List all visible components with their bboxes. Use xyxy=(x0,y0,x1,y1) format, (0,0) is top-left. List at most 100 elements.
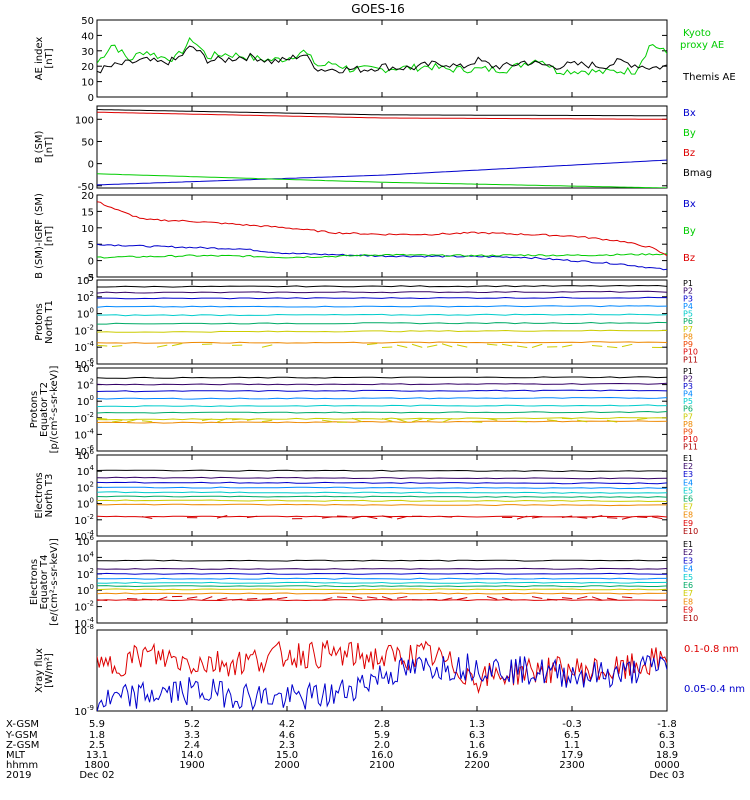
legend-entry: E2 xyxy=(683,548,693,557)
y-tick-label: 100 xyxy=(77,307,94,321)
y-tick-label: 106 xyxy=(77,448,95,462)
ephemeris-value: 1.8 xyxy=(89,730,105,741)
series-group xyxy=(97,284,667,349)
sparse-channel-segment xyxy=(261,419,273,423)
ephemeris-value: 2000 xyxy=(274,760,299,771)
legend-entry: P4 xyxy=(683,302,693,311)
y-tick-label: 10-4 xyxy=(74,529,94,543)
series-group xyxy=(97,640,667,711)
legend-entry: E6 xyxy=(683,581,693,590)
series-line-p8 xyxy=(97,341,667,344)
legend-entry: P7 xyxy=(683,412,693,421)
ephemeris-value: 5.9 xyxy=(89,719,105,730)
series-line-p3 xyxy=(97,296,667,300)
series-group xyxy=(97,37,667,76)
legend-entry: P6 xyxy=(683,405,693,414)
sparse-channel-segment xyxy=(216,597,228,601)
sparse-channel-segment xyxy=(351,595,363,599)
sparse-channel-segment xyxy=(381,515,393,519)
sparse-channel-segment xyxy=(201,596,213,601)
ephemeris-value: -0.3 xyxy=(562,719,582,730)
sparse-channel-segment xyxy=(546,419,558,422)
sparse-channel-segment xyxy=(141,516,153,520)
series-line-p1 xyxy=(97,376,667,379)
sparse-channel-segment xyxy=(606,597,618,601)
sparse-channel-segment xyxy=(576,419,588,423)
series-line-p4 xyxy=(97,396,667,400)
legend-entry: P4 xyxy=(683,390,693,399)
panel-frame xyxy=(96,194,668,278)
sparse-channel-segment xyxy=(576,516,588,519)
sparse-channel-segment xyxy=(97,599,108,601)
sparse-channel-segment xyxy=(396,596,408,599)
series-line-p6 xyxy=(97,410,667,414)
sparse-channel-segment xyxy=(606,517,618,519)
legend-entry: E5 xyxy=(683,486,693,495)
y-tick-label: 100 xyxy=(77,497,94,511)
y-axis-label: B (SM)[nT] xyxy=(34,130,55,163)
sparse-channel-segment xyxy=(366,342,378,346)
legend-entry: E3 xyxy=(683,470,693,479)
y-tick-label: 30 xyxy=(81,47,94,58)
legend-entry: E8 xyxy=(683,511,693,520)
sparse-channel-segment xyxy=(441,515,453,518)
y-tick-label: 10-2 xyxy=(74,513,94,527)
series-line-0-05-0-4-nm xyxy=(97,653,667,711)
ephemeris-value: 0.3 xyxy=(659,740,675,751)
y-tick-label: 102 xyxy=(77,567,94,581)
legend-entry: E9 xyxy=(683,519,693,528)
sparse-channel-segment xyxy=(516,345,528,349)
y-axis-label: AE index[nT] xyxy=(34,37,55,81)
y-tick-label: 10 xyxy=(81,78,94,89)
legend-entry: By xyxy=(683,128,696,139)
sparse-channel-segment xyxy=(561,515,573,519)
legend-entry: P5 xyxy=(683,397,693,406)
panel-frame xyxy=(96,19,668,98)
y-tick-label: 10-6 xyxy=(74,444,94,458)
sparse-channel-segment xyxy=(201,418,213,422)
ephemeris-value: 17.9 xyxy=(561,750,583,761)
ephemeris-value: 1800 xyxy=(84,760,109,771)
legend-entry: P6 xyxy=(683,317,693,326)
sparse-channel-segment xyxy=(97,417,108,420)
sparse-channel-segment xyxy=(276,596,288,600)
y-tick-label: 10 xyxy=(81,224,94,235)
series-line-bx xyxy=(97,159,667,186)
sparse-channel-segment xyxy=(411,418,423,423)
y-tick-label: 10-2 xyxy=(74,600,94,614)
sparse-channel-segment xyxy=(546,598,558,601)
y-tick-label: 5 xyxy=(88,240,94,251)
legend-entry: E10 xyxy=(683,614,698,623)
series-line-e4 xyxy=(97,486,667,490)
ephemeris-value: 1.1 xyxy=(564,740,580,751)
panel-3: -5 0 5 10 15 20 B (SM)-IGRF (SM)[nT] Bx By Bz xyxy=(34,191,696,284)
y-tick-label: 100 xyxy=(75,115,94,126)
sparse-channel-segment xyxy=(531,516,543,519)
series-line-by xyxy=(97,173,667,188)
series-line-kyoto-proxy-ae xyxy=(97,37,667,76)
y-tick-label: 10-2 xyxy=(74,323,94,337)
sparse-channel-segment xyxy=(231,598,243,601)
sparse-channel-segment xyxy=(97,344,108,347)
series-group xyxy=(97,109,667,188)
sparse-channel-segment xyxy=(111,420,123,423)
legend-entry: E5 xyxy=(683,573,693,582)
sparse-channel-segment xyxy=(156,344,168,348)
legend-entry: Bx xyxy=(683,199,696,210)
sparse-channel-segment xyxy=(321,597,333,601)
ephemeris-value: 18.9 xyxy=(656,750,678,761)
panel-5: 104 102 100 10-2 10-4 10-6 ProtonsEquator T2[p… xyxy=(29,361,698,458)
sparse-channel-segment xyxy=(246,598,258,600)
y-tick-label: 104 xyxy=(77,550,95,564)
sparse-channel-segment xyxy=(501,596,513,601)
legend-entry: 0.1-0.8 nm xyxy=(684,644,739,655)
y-tick-label: -50 xyxy=(78,182,94,193)
y-tick-label: 10-6 xyxy=(74,357,94,371)
y-tick-label: 102 xyxy=(77,480,94,494)
y-tick-label: 40 xyxy=(81,31,94,42)
ephemeris-value: -1.8 xyxy=(657,719,677,730)
sparse-channel-segment xyxy=(411,343,423,348)
